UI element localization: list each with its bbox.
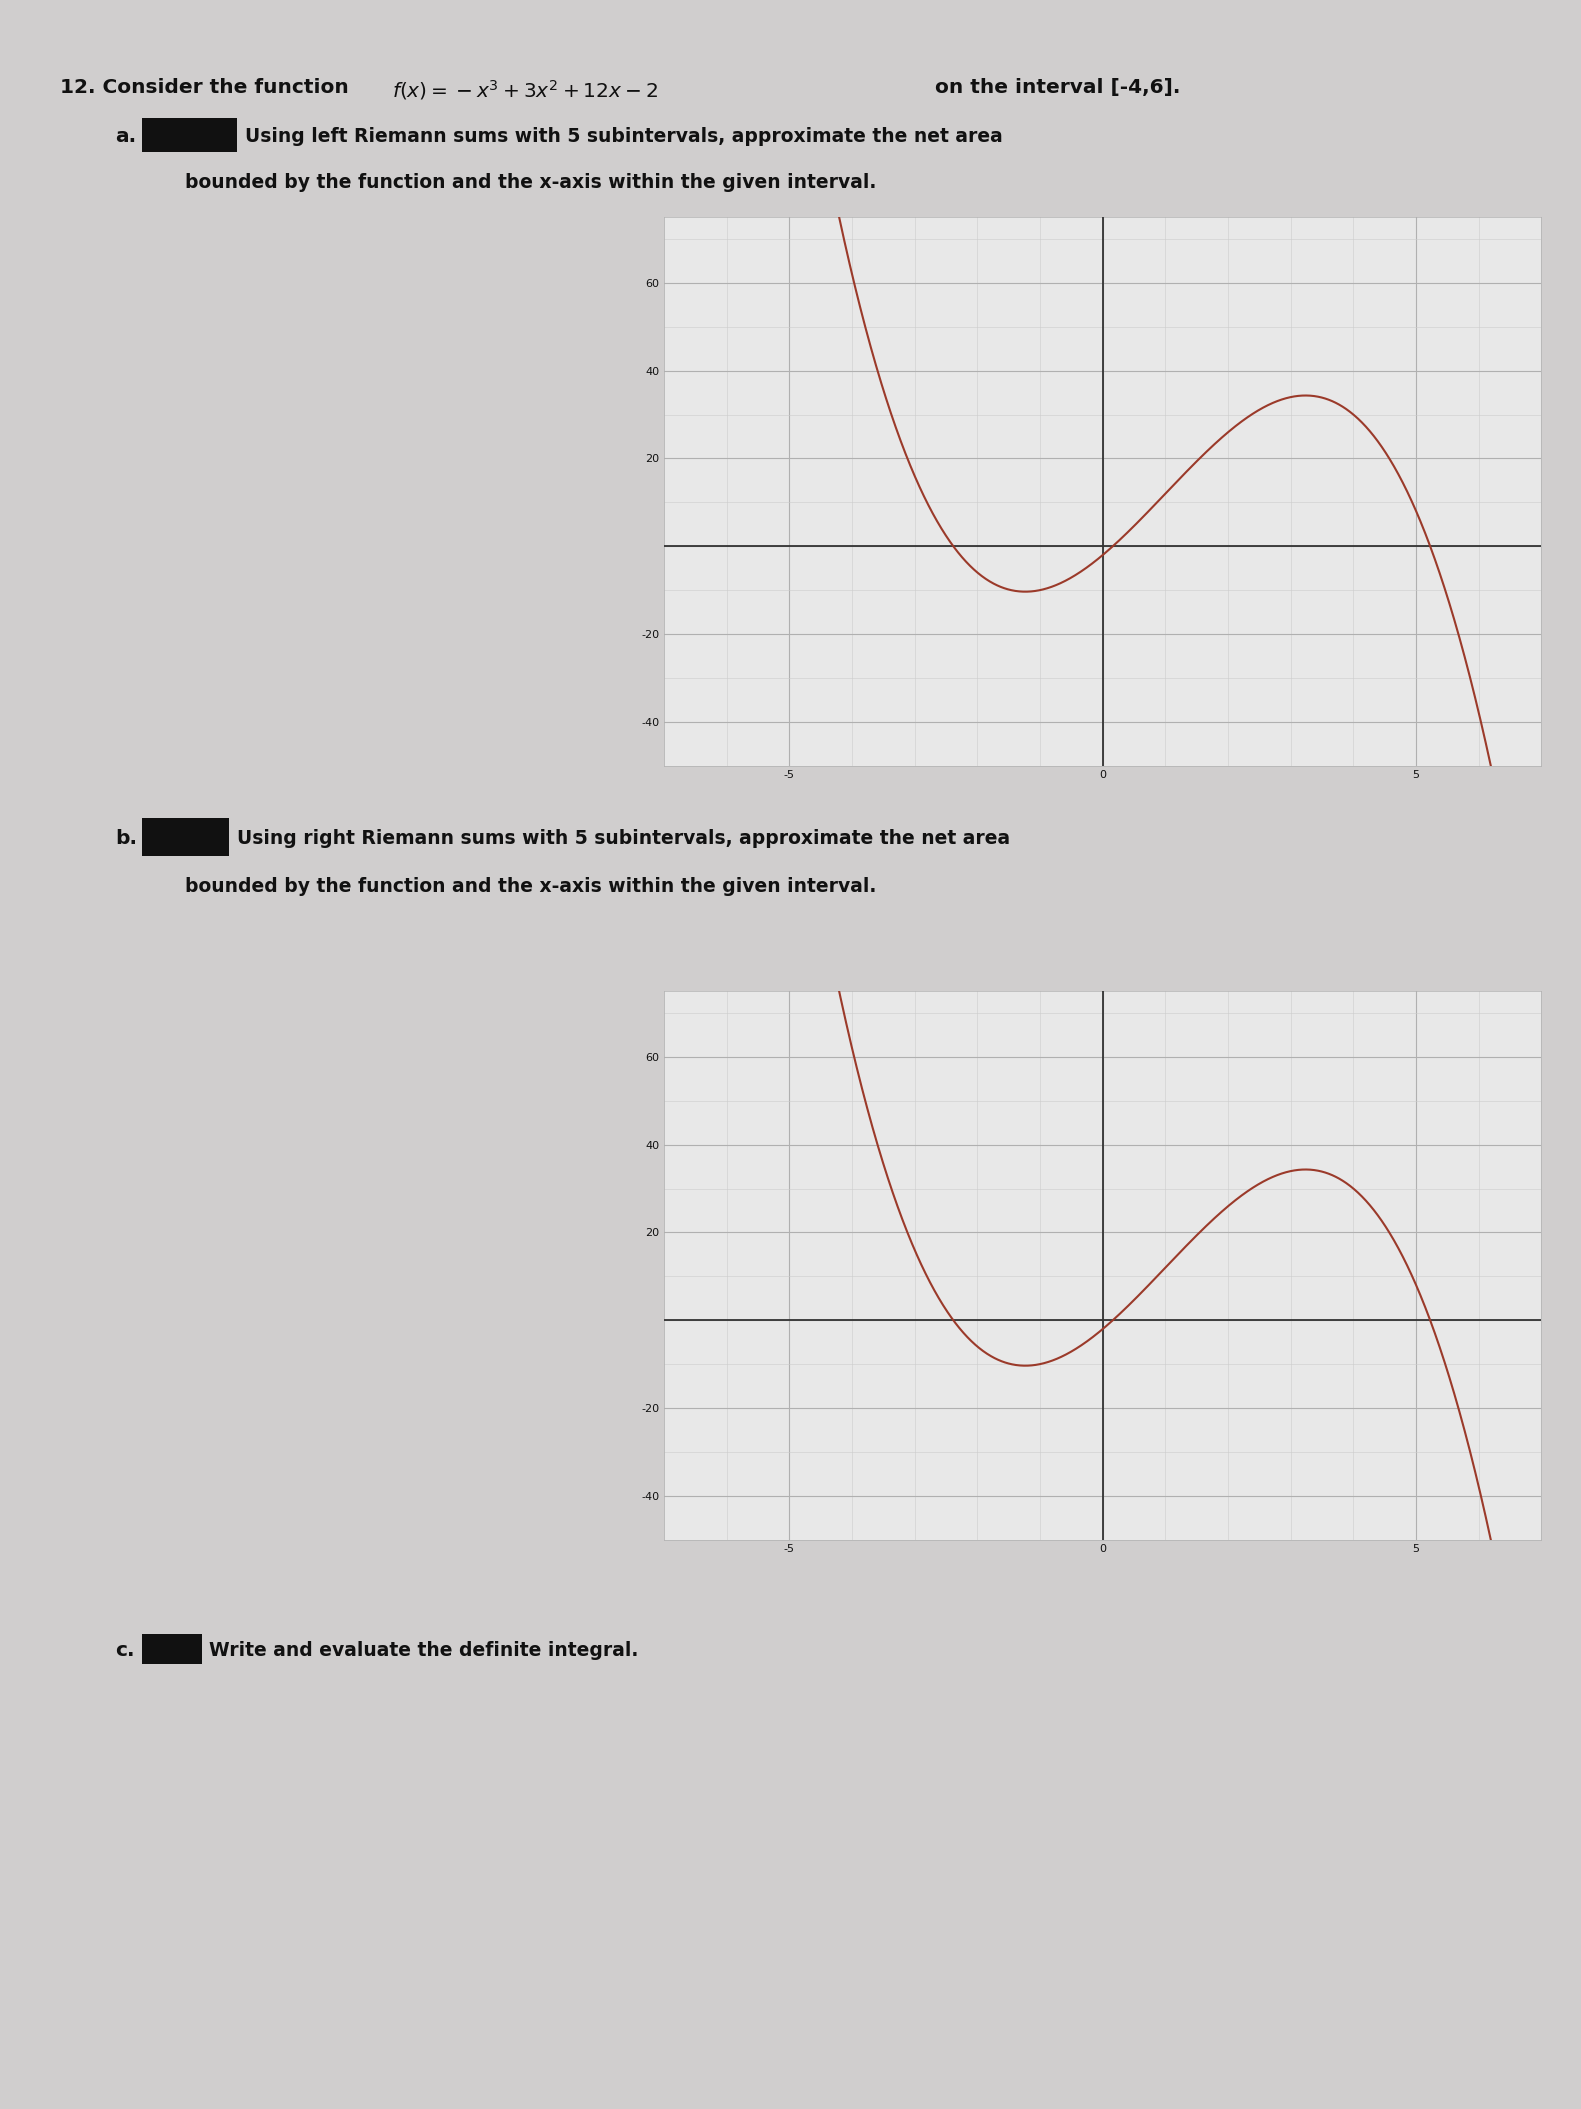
Text: 12. Consider the function: 12. Consider the function xyxy=(60,78,356,97)
Text: on the interval [-4,6].: on the interval [-4,6]. xyxy=(928,78,1181,97)
Text: bounded by the function and the x-axis within the given interval.: bounded by the function and the x-axis w… xyxy=(185,173,876,192)
Text: a.: a. xyxy=(115,127,136,146)
Text: $f(x) = -x^3 + 3x^2 + 12x - 2$: $f(x) = -x^3 + 3x^2 + 12x - 2$ xyxy=(392,78,658,101)
Text: c.: c. xyxy=(115,1641,134,1660)
Text: Write and evaluate the definite integral.: Write and evaluate the definite integral… xyxy=(209,1641,639,1660)
Text: Using right Riemann sums with 5 subintervals, approximate the net area: Using right Riemann sums with 5 subinter… xyxy=(237,829,1010,848)
Text: b.: b. xyxy=(115,829,138,848)
Text: bounded by the function and the x-axis within the given interval.: bounded by the function and the x-axis w… xyxy=(185,877,876,896)
Text: Using left Riemann sums with 5 subintervals, approximate the net area: Using left Riemann sums with 5 subinterv… xyxy=(245,127,1002,146)
